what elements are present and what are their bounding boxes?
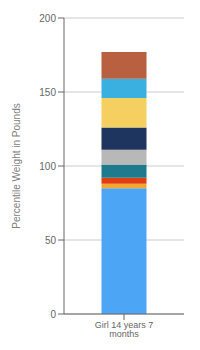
svg-text:Percentile Weight in Pounds: Percentile Weight in Pounds [11, 103, 22, 228]
svg-text:150: 150 [39, 87, 56, 98]
svg-text:Girl 14 years 7months: Girl 14 years 7months [95, 320, 154, 339]
svg-text:50: 50 [45, 235, 57, 246]
svg-text:100: 100 [39, 161, 56, 172]
svg-text:0: 0 [50, 309, 56, 320]
svg-text:200: 200 [39, 13, 56, 24]
